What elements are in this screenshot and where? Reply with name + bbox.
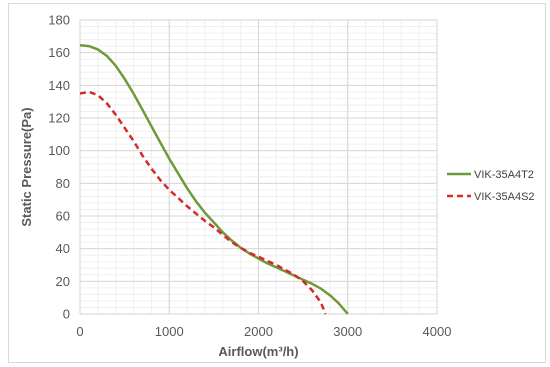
y-tick-label: 140 [48,78,70,93]
series-layer [79,44,349,315]
y-axis-title: Static Pressure(Pa) [19,107,34,226]
y-tick-label: 120 [48,111,70,126]
y-tick-label: 60 [56,209,70,224]
y-tick-label: 160 [48,45,70,60]
x-tick-label: 2000 [244,324,273,339]
x-tick-label: 4000 [423,324,452,339]
y-tick-label: 40 [56,241,70,256]
x-tick-label: 1000 [155,324,184,339]
y-tick-labels: 0 20 40 60 80 100 120 140 160 180 [48,13,70,322]
legend-label-2: VIK-35A4S2 [474,191,535,203]
y-tick-label: 0 [63,307,70,322]
y-tick-label: 100 [48,143,70,158]
major-gridlines [79,19,438,315]
series-line-2 [79,90,327,315]
static-pressure-chart: 0 1000 2000 3000 4000 0 20 40 60 80 100 120 140 160 1… [19,13,535,360]
x-tick-label: 3000 [333,324,362,339]
y-tick-label: 80 [56,176,70,191]
y-tick-label: 20 [56,274,70,289]
x-tick-labels: 0 1000 2000 3000 4000 [76,324,451,339]
chart-frame: 0 1000 2000 3000 4000 0 20 40 60 80 100 120 140 160 1… [8,3,546,363]
y-tick-label: 180 [48,13,70,28]
x-axis-title: Airflow(m³/h) [218,344,298,359]
legend-label-1: VIK-35A4T2 [474,169,534,181]
series-line-1 [79,44,349,315]
legend: VIK-35A4T2 VIK-35A4S2 [447,169,535,203]
x-tick-label: 0 [76,324,83,339]
